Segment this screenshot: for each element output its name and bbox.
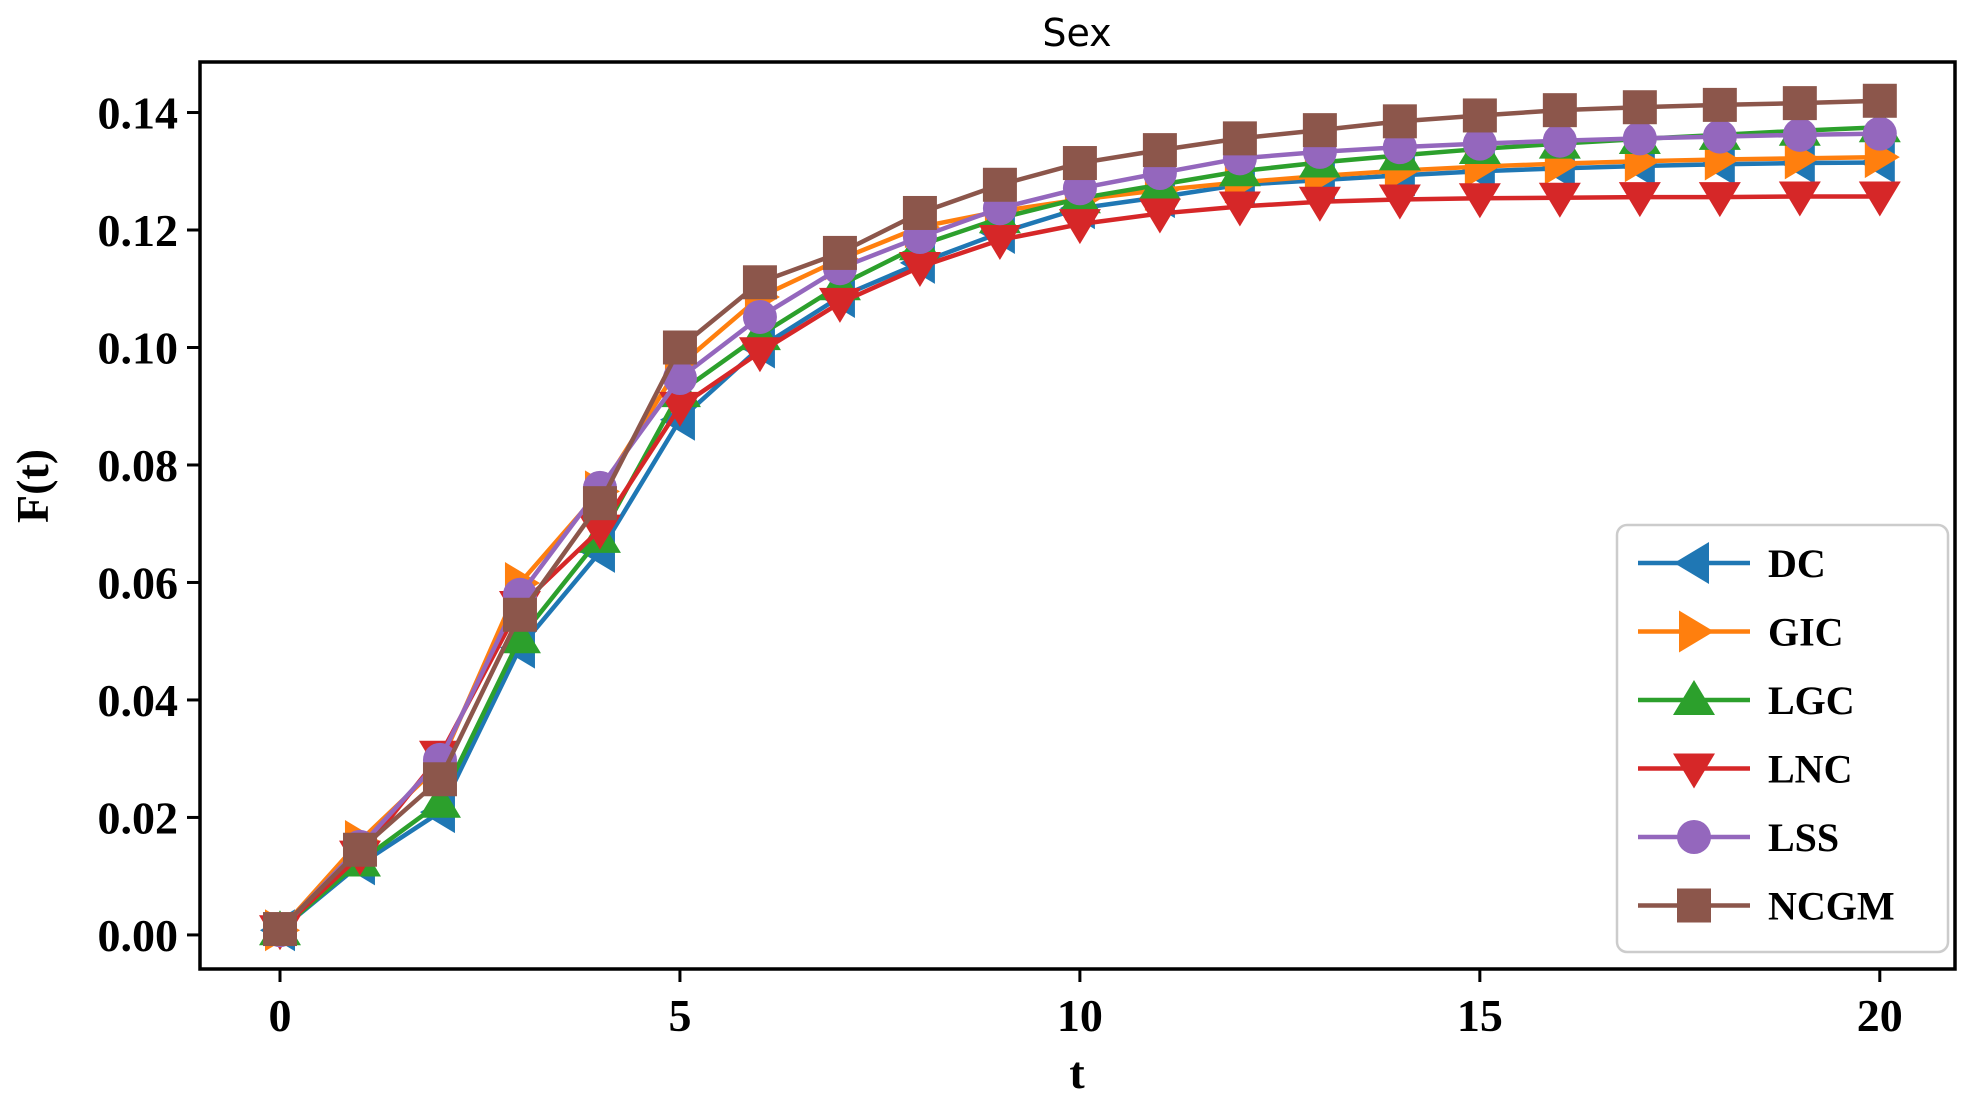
NCGM-marker [1302, 113, 1337, 148]
LSS-marker [742, 299, 777, 334]
LSS-marker [1862, 116, 1897, 151]
LSS-marker [662, 361, 697, 396]
NCGM-marker [1782, 86, 1817, 121]
NCGM-marker [982, 167, 1017, 202]
y-axis-label: F(t) [7, 449, 58, 523]
y-tick-label: 0.00 [98, 910, 179, 961]
LNC-marker [1218, 191, 1261, 227]
NCGM-marker [502, 597, 537, 632]
LSS-marker [1782, 117, 1817, 152]
LNC-marker [1378, 184, 1421, 220]
y-tick-label: 0.12 [98, 205, 179, 256]
legend-label-GIC: GIC [1768, 610, 1844, 655]
legend-label-LGC: LGC [1768, 678, 1855, 723]
x-tick-label: 10 [1057, 990, 1103, 1041]
legend-item-LGC: LGC [1638, 678, 1855, 723]
LSS-marker [1542, 123, 1577, 158]
plot-area: 0 5 10 15 20 0.00 0.02 0.04 0.06 0.08 0.10 0.12 0.14… [98, 60, 1957, 1041]
legend-item-GIC: GIC [1638, 610, 1844, 655]
NCGM-marker [902, 195, 937, 230]
x-tick-label: 15 [1457, 990, 1503, 1041]
NCGM-marker [1382, 104, 1417, 139]
NCGM-marker [1062, 146, 1097, 181]
legend-marker-LNC [1673, 753, 1715, 789]
LNC-marker [1538, 182, 1581, 218]
x-tick-label: 5 [668, 990, 691, 1041]
legend-item-NCGM: NCGM [1638, 884, 1895, 929]
x-tick-label: 0 [268, 990, 291, 1041]
LNC-marker [978, 224, 1021, 260]
LNC-marker [578, 514, 621, 550]
LGC-marker [418, 782, 461, 818]
NCGM-marker [262, 912, 297, 947]
series-NCGM [262, 83, 1897, 947]
LNC-marker [1698, 182, 1741, 218]
x-axis-label: t [1069, 1047, 1085, 1098]
NCGM-marker [342, 832, 377, 867]
NCGM-marker [1542, 93, 1577, 128]
NCGM-marker [582, 486, 617, 521]
legend-marker-GIC [1679, 610, 1714, 653]
NCGM-marker [1222, 121, 1257, 156]
LNC-marker [818, 287, 861, 323]
y-tick-label: 0.08 [98, 440, 179, 491]
legend-label-LNC: LNC [1768, 747, 1852, 792]
y-tick-label: 0.02 [98, 792, 179, 843]
LNC-marker [1858, 181, 1901, 217]
legend-marker-DC [1674, 542, 1709, 584]
legend-label-DC: DC [1768, 541, 1826, 586]
LNC-marker [1618, 182, 1661, 218]
y-tick-label: 0.04 [98, 675, 179, 726]
legend-item-DC: DC [1638, 541, 1826, 586]
NCGM-marker [1462, 98, 1497, 133]
NCGM-marker [1862, 83, 1897, 118]
NCGM-marker [1622, 90, 1657, 125]
NCGM-marker [822, 235, 857, 270]
LGC-marker [498, 618, 541, 654]
LSS-marker [1382, 130, 1417, 165]
LNC-marker [898, 252, 941, 288]
NCGM-marker [1702, 87, 1737, 122]
LNC-marker [658, 391, 701, 427]
NCGM-marker [742, 265, 777, 300]
NCGM-marker [1142, 133, 1177, 168]
LNC-marker [1138, 198, 1181, 234]
LSS-marker [1622, 121, 1657, 156]
legend-label-LSS: LSS [1768, 815, 1839, 860]
y-tick-label: 0.14 [98, 88, 179, 139]
x-tick-label: 20 [1857, 990, 1903, 1041]
plot-frame [198, 60, 1957, 971]
NCGM-marker [662, 330, 697, 365]
LNC-marker [1458, 183, 1501, 219]
legend-label-NCGM: NCGM [1768, 884, 1895, 929]
chart-title: Sex [1042, 11, 1111, 55]
LNC-marker [1778, 181, 1821, 217]
LNC-marker [1058, 209, 1101, 245]
y-tick-label: 0.06 [98, 557, 179, 608]
LNC-marker [1298, 186, 1341, 222]
y-tick-label: 0.10 [98, 322, 179, 373]
legend-marker-NCGM [1677, 888, 1711, 923]
LSS-marker [1702, 119, 1737, 154]
legend-marker-LGC [1673, 680, 1715, 715]
legend-marker-LSS [1677, 820, 1711, 854]
NCGM-marker [422, 762, 457, 797]
LNC-marker [738, 337, 781, 373]
legend-item-LSS: LSS [1638, 815, 1839, 860]
legend: DC GIC LGC LNC LSS NCGM [1615, 523, 1950, 954]
legend-item-LNC: LNC [1638, 747, 1852, 792]
LSS-marker [1462, 126, 1497, 161]
